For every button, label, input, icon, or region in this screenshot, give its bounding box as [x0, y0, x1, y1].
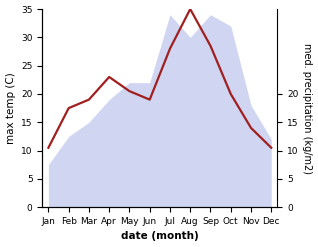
X-axis label: date (month): date (month)	[121, 231, 199, 242]
Y-axis label: med. precipitation (kg/m2): med. precipitation (kg/m2)	[302, 43, 313, 174]
Y-axis label: max temp (C): max temp (C)	[5, 72, 16, 144]
